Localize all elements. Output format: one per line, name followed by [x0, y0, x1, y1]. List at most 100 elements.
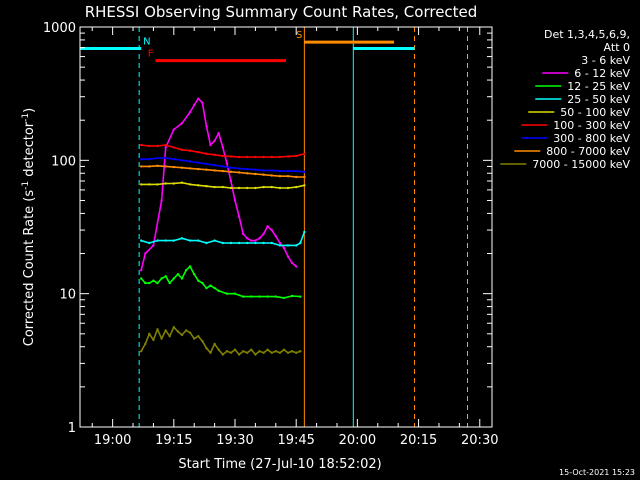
series-3-point-4 — [172, 239, 175, 242]
series-7-point-4 — [172, 165, 175, 169]
series-8-point-25 — [242, 350, 245, 353]
series-8-point-10 — [180, 333, 184, 337]
series-4-point-3 — [164, 182, 167, 185]
series-0-point-8 — [193, 108, 196, 111]
series-0-point-30 — [282, 241, 286, 245]
series-0-point-5 — [168, 168, 171, 171]
series-2-point-26 — [274, 295, 277, 298]
series-0-point-25 — [262, 216, 265, 220]
y-axis-label-sup2: -1 — [21, 113, 31, 122]
series-7-point-16 — [270, 174, 273, 177]
series-7-point-8 — [205, 168, 208, 171]
series-0-point-31 — [286, 246, 290, 250]
series-1-point-11 — [205, 125, 208, 128]
series-2-point-6 — [164, 275, 167, 278]
series-1-point-19 — [237, 215, 241, 218]
series-1-point-30 — [282, 246, 286, 250]
series-8-point-4 — [156, 328, 159, 331]
series-8-point-2 — [148, 332, 151, 335]
series-5-point-7 — [197, 151, 200, 154]
series-1-point-22 — [250, 239, 253, 242]
series-1-point-23 — [254, 239, 257, 242]
series-3-point-0 — [140, 239, 143, 242]
series-7-point-13 — [246, 172, 249, 175]
series-8-point-13 — [193, 337, 196, 340]
series-2-point-15 — [201, 281, 204, 285]
series-2-point-14 — [197, 279, 200, 282]
legend-label-3: 25 - 50 keV — [567, 93, 630, 106]
series-7-point-17 — [278, 175, 282, 178]
legend-label-5: 100 - 300 keV — [553, 119, 630, 132]
series-2-point-23 — [250, 295, 253, 298]
legend-label-1: 6 - 12 keV — [574, 67, 630, 80]
series-0-point-24 — [258, 227, 261, 230]
series-2-point-24 — [258, 295, 261, 298]
series-5-point-3 — [164, 143, 167, 147]
series-6-point-1 — [148, 158, 151, 161]
series-7-point-7 — [197, 167, 200, 171]
series-5-point-2 — [156, 144, 159, 148]
series-0-point-28 — [274, 225, 277, 228]
series-6-point-15 — [262, 169, 265, 172]
x-tick-label-6: 20:30 — [461, 433, 498, 448]
series-5-point-14 — [254, 155, 257, 159]
series-1-point-21 — [246, 237, 249, 240]
series-3-point-9 — [213, 239, 216, 242]
series-1-point-8 — [193, 103, 196, 107]
series-6-point-20 — [303, 170, 306, 173]
series-8-point-37 — [290, 350, 294, 353]
series-7-point-9 — [213, 169, 216, 172]
series-4-point-12 — [237, 186, 241, 190]
series-8-point-36 — [286, 351, 290, 354]
series-5-point-12 — [237, 155, 241, 159]
series-2-point-3 — [152, 279, 155, 282]
series-5-point-0 — [140, 143, 143, 147]
series-8-point-5 — [160, 337, 163, 340]
series-8-point-20 — [221, 353, 224, 356]
series-6-point-0 — [140, 158, 143, 161]
series-6-point-18 — [286, 169, 290, 173]
series-3-point-12 — [237, 241, 241, 245]
generation-timestamp: 15-Oct-2021 15:23 — [559, 468, 635, 477]
series-8-point-14 — [197, 335, 200, 338]
series-1-point-6 — [180, 122, 184, 125]
series-5-point-5 — [180, 148, 184, 151]
y-axis-label-end: ) — [22, 108, 37, 113]
series-8-point-24 — [237, 353, 241, 356]
series-1-point-1 — [144, 252, 147, 255]
series-3-point-3 — [164, 239, 167, 242]
series-0-point-13 — [213, 135, 216, 139]
series-1-point-20 — [242, 232, 245, 236]
series-8-point-8 — [172, 326, 175, 329]
series-2-point-5 — [160, 277, 163, 280]
series-2-point-19 — [217, 289, 220, 292]
series-4-point-20 — [303, 184, 306, 187]
series-6-point-16 — [270, 169, 273, 172]
series-0-point-0 — [144, 410, 147, 413]
series-8-point-32 — [270, 351, 273, 354]
series-1-point-4 — [164, 146, 167, 149]
series-4-point-0 — [140, 183, 143, 186]
series-4-point-10 — [221, 185, 224, 189]
series-1-point-27 — [270, 228, 273, 232]
series-3-point-21 — [303, 230, 306, 234]
series-3-point-1 — [148, 241, 151, 245]
series-8-point-31 — [266, 348, 269, 351]
series-1-point-2 — [152, 244, 155, 247]
series-6-point-6 — [188, 160, 192, 163]
legend-label-2: 12 - 25 keV — [567, 80, 630, 93]
series-7-point-19 — [295, 175, 298, 179]
series-8-point-7 — [168, 335, 171, 338]
series-1-point-9 — [197, 97, 200, 100]
x-tick-label-5: 20:15 — [400, 433, 437, 448]
series-2 — [140, 265, 302, 300]
series-3-point-7 — [197, 239, 200, 242]
series-0-point-17 — [229, 159, 233, 162]
series-1-point-12 — [209, 143, 212, 147]
series-5 — [140, 143, 306, 159]
y-axis-label-sup1: -1 — [21, 181, 31, 190]
series-6-point-17 — [278, 169, 282, 173]
series-5-point-8 — [205, 152, 208, 155]
series-7-point-18 — [286, 175, 290, 178]
series-5-point-20 — [303, 152, 306, 155]
